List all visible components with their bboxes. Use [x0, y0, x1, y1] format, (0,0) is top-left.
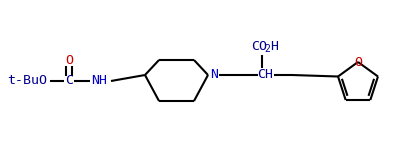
Text: N: N — [210, 68, 218, 82]
Text: NH: NH — [91, 74, 107, 88]
Text: CH: CH — [257, 68, 273, 82]
Text: 2: 2 — [264, 44, 270, 54]
Text: O: O — [65, 53, 73, 67]
Text: O: O — [354, 55, 362, 68]
Text: t-BuO: t-BuO — [7, 74, 47, 88]
Text: CO: CO — [251, 40, 267, 53]
Text: H: H — [270, 40, 278, 53]
Text: C: C — [65, 74, 73, 88]
